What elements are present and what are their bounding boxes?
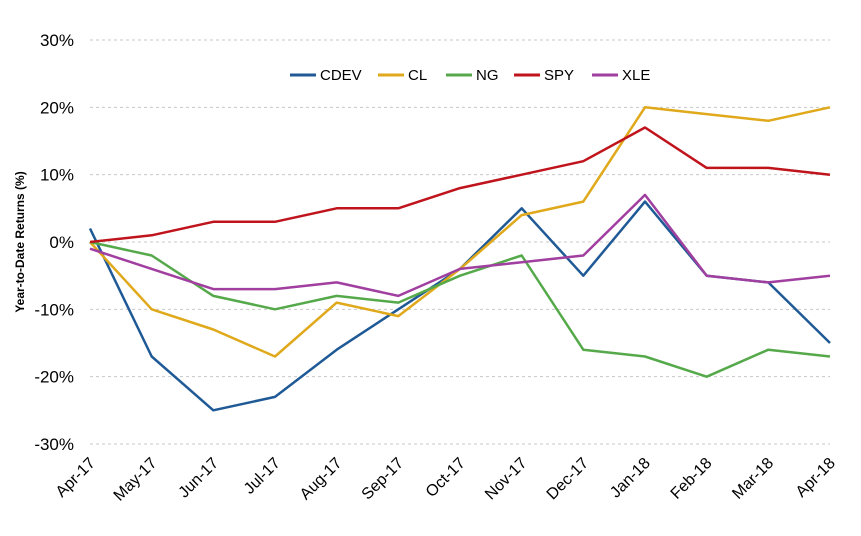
- y-tick-label: -10%: [34, 300, 74, 319]
- x-tick-label: Jun-17: [176, 455, 223, 502]
- series-lines: [88, 106, 831, 412]
- x-tick-label: Feb-18: [668, 455, 716, 503]
- y-tick-label: 20%: [40, 98, 74, 117]
- x-tick-label: Oct-17: [423, 455, 469, 501]
- x-tick-label: May-17: [111, 455, 161, 505]
- legend-label-cdev: CDEV: [320, 67, 362, 84]
- legend: CDEV CL NG SPY XLE: [290, 67, 650, 84]
- x-tick-label: Apr-18: [793, 455, 839, 501]
- series-line-spy: [89, 126, 831, 244]
- x-tick-label: Nov-17: [482, 455, 531, 504]
- legend-label-xle: XLE: [622, 67, 650, 84]
- series-line-xle: [89, 193, 831, 298]
- y-axis-ticks: 30% 20% 10% 0% -10% -20% -30%: [34, 31, 74, 454]
- x-tick-label: Sep-17: [359, 455, 408, 504]
- y-tick-label: -20%: [34, 368, 74, 387]
- series-line-cl: [89, 106, 831, 358]
- x-tick-label: Jan-18: [607, 455, 654, 502]
- x-tick-label: Dec-17: [544, 455, 593, 504]
- y-tick-label: 10%: [40, 166, 74, 185]
- y-tick-label: 30%: [40, 31, 74, 50]
- legend-label-ng: NG: [476, 67, 499, 84]
- legend-label-spy: SPY: [544, 67, 574, 84]
- x-tick-label: Mar-18: [729, 455, 777, 503]
- legend-label-cl: CL: [408, 67, 427, 84]
- x-tick-label: Aug-17: [297, 455, 346, 504]
- grid-lines: [90, 39, 830, 445]
- x-axis-ticks: Apr-17 May-17 Jun-17 Jul-17 Aug-17 Sep-17 Oct-…: [53, 455, 839, 505]
- y-tick-label: -30%: [34, 435, 74, 454]
- y-tick-label: 0%: [49, 233, 74, 252]
- series-line-ng: [89, 240, 831, 378]
- x-tick-label: Jul-17: [241, 455, 284, 498]
- x-tick-label: Apr-17: [53, 455, 99, 501]
- y-axis-label: Year-to-Date Returns (%): [13, 171, 27, 312]
- series-line-cdev: [88, 200, 831, 412]
